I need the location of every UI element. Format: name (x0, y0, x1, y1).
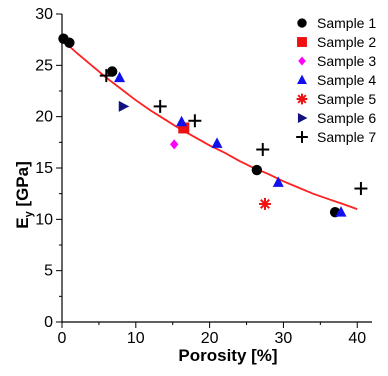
y-tick-label: 25 (35, 57, 53, 74)
data-point (106, 66, 118, 77)
data-point (251, 164, 263, 176)
data-point (153, 99, 167, 113)
x-tick-label: 40 (348, 330, 366, 347)
legend-marker-stroke (297, 94, 307, 104)
legend-marker (297, 37, 307, 47)
x-tick-label: 30 (275, 330, 293, 347)
legend-label: Sample 4 (317, 72, 376, 88)
legend-marker (297, 18, 307, 28)
data-point (188, 114, 202, 128)
legend-marker (297, 74, 307, 85)
data-point (118, 100, 130, 112)
data-point (178, 122, 190, 134)
data-points (58, 33, 368, 218)
data-point (335, 206, 347, 217)
legend-label: Sample 5 (317, 91, 376, 107)
series-7 (99, 69, 368, 196)
y-axis-title-main: E (13, 217, 32, 228)
fit-curve (61, 39, 358, 210)
data-point (354, 182, 368, 196)
x-tick-label: 0 (58, 330, 67, 347)
y-axis-title: Ey [GPa] (13, 161, 35, 229)
data-point (256, 143, 270, 157)
legend-marker (298, 56, 306, 66)
series-2 (178, 122, 190, 134)
data-point (64, 37, 75, 48)
series-4 (114, 71, 347, 217)
data-point (114, 71, 126, 83)
series-6 (118, 100, 130, 112)
x-axis-title: Porosity [%] (178, 346, 277, 365)
legend-label: Sample 6 (317, 110, 376, 126)
legend-label: Sample 2 (317, 34, 376, 50)
legend-label: Sample 1 (317, 15, 376, 31)
legend-marker (296, 93, 308, 105)
data-point (211, 137, 223, 148)
y-tick-label: 10 (35, 211, 53, 228)
x-tick-label: 20 (201, 330, 219, 347)
data-point-stroke (260, 198, 270, 209)
series-3 (169, 139, 179, 150)
data-point (272, 176, 284, 187)
series-5 (258, 197, 271, 210)
y-axis-title-sub: y (23, 210, 35, 217)
x-tick-label: 10 (127, 330, 145, 347)
data-point (258, 197, 271, 210)
axes: 0 10 20 30 40 0 5 10 15 20 25 30 (35, 6, 372, 347)
data-point (176, 115, 188, 127)
legend-marker (297, 113, 308, 123)
legend-marker (296, 131, 308, 143)
y-tick-label: 20 (35, 109, 53, 126)
legend-label: Sample 3 (317, 53, 376, 69)
fit-curve-group (61, 39, 358, 210)
y-tick-label: 0 (44, 314, 53, 331)
y-tick-label: 15 (35, 160, 53, 177)
legend: Sample 1 Sample 2 Sample 3 Sample 4 Sample 5… (296, 15, 376, 145)
data-point (169, 139, 179, 150)
data-point (99, 69, 113, 83)
series-1 (58, 33, 341, 218)
svg-text:Ey [GPa]: Ey [GPa] (13, 161, 35, 229)
legend-label: Sample 7 (317, 129, 376, 145)
y-tick-label: 30 (35, 6, 53, 23)
y-axis-title-unit: [GPa] (13, 161, 32, 211)
y-tick-label: 5 (44, 263, 53, 280)
